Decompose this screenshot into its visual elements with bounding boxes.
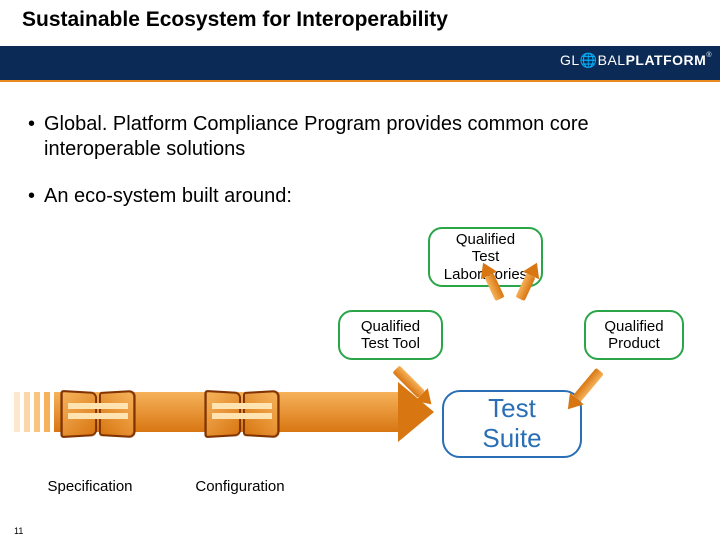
page-number: 11 [14,526,23,536]
bullet-list: Global. Platform Compliance Program prov… [28,112,696,231]
brand-logo: GL🌐BALPLATFORM® [560,52,712,69]
logo-part: GL [560,52,580,68]
slide-title: Sustainable Ecosystem for Interoperabili… [22,8,448,32]
registered-icon: ® [706,52,712,59]
node-product: Qualified Product [584,310,684,360]
header-rule [0,80,720,82]
logo-part: BAL [598,52,626,68]
node-tool: Qualified Test Tool [338,310,443,360]
book-label: Configuration [180,478,300,495]
bullet-item: Global. Platform Compliance Program prov… [28,112,696,162]
book-icon [62,388,134,438]
globe-icon: 🌐 [580,52,598,68]
bullet-item: An eco-system built around: [28,184,696,209]
book-label: Specification [30,478,150,495]
node-testsuite: Test Suite [442,390,582,458]
book-icon [206,388,278,438]
logo-part: PLATFORM [626,52,707,68]
